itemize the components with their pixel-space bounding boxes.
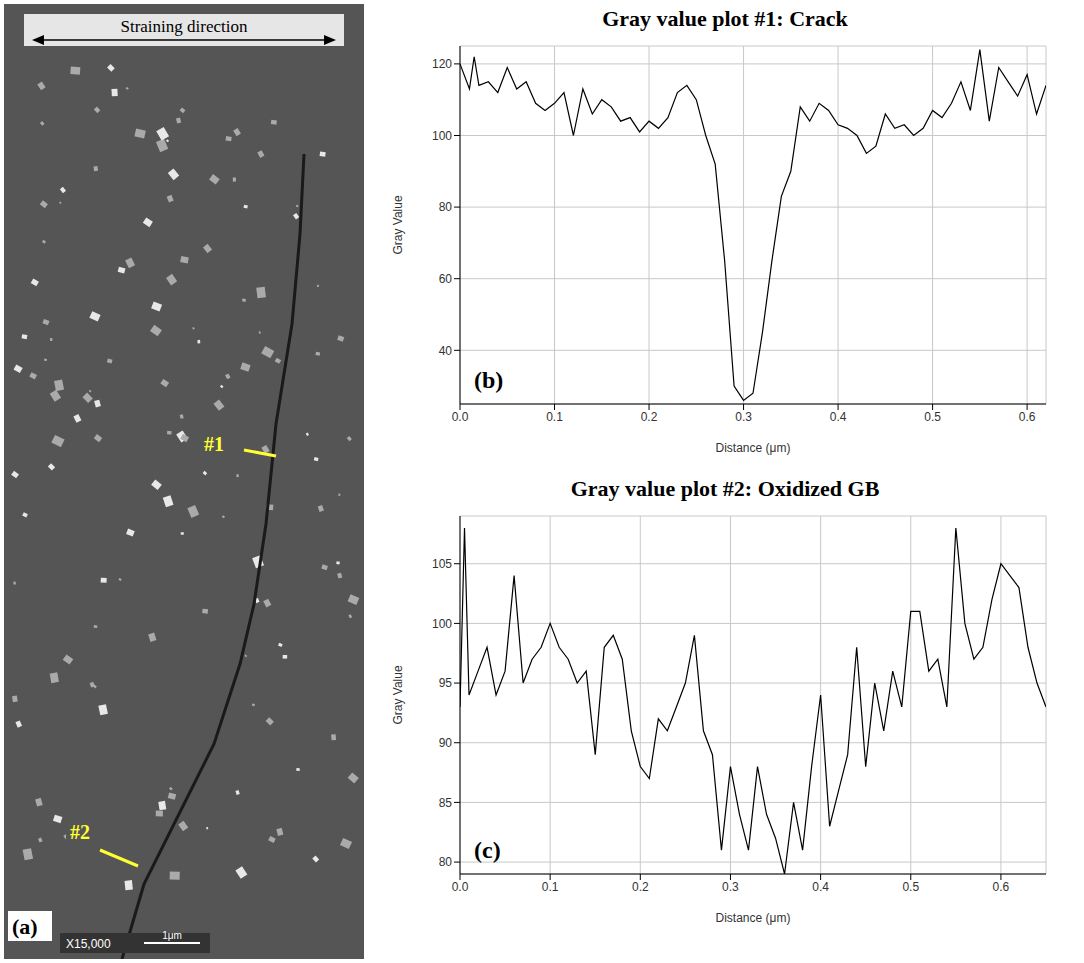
svg-text:1μm: 1μm xyxy=(162,930,182,941)
svg-text:95: 95 xyxy=(439,676,453,690)
svg-text:120: 120 xyxy=(432,57,452,71)
svg-text:0.5: 0.5 xyxy=(902,880,919,894)
svg-text:0.0: 0.0 xyxy=(452,880,469,894)
svg-text:85: 85 xyxy=(439,796,453,810)
svg-text:100: 100 xyxy=(432,129,452,143)
html-text:(c): (c) xyxy=(474,837,501,863)
svg-text:0.4: 0.4 xyxy=(830,410,847,424)
svg-text:80: 80 xyxy=(439,855,453,869)
svg-text:0.2: 0.2 xyxy=(641,410,658,424)
svg-text:0.1: 0.1 xyxy=(546,410,563,424)
svg-text:90: 90 xyxy=(439,736,453,750)
html-text:Gray value plot #1: Crack: Gray value plot #1: Crack xyxy=(602,6,848,31)
svg-text:#2: #2 xyxy=(70,821,90,843)
svg-text:60: 60 xyxy=(439,272,453,286)
svg-text:0.3: 0.3 xyxy=(722,880,739,894)
svg-text:0.4: 0.4 xyxy=(812,880,829,894)
svg-text:0.2: 0.2 xyxy=(632,880,649,894)
svg-text:100: 100 xyxy=(432,617,452,631)
svg-text:0.3: 0.3 xyxy=(735,410,752,424)
svg-text:Straining direction: Straining direction xyxy=(120,17,248,36)
svg-text:40: 40 xyxy=(439,344,453,358)
svg-text:80: 80 xyxy=(439,200,453,214)
svg-text:0.6: 0.6 xyxy=(993,880,1010,894)
svg-text:0.5: 0.5 xyxy=(924,410,941,424)
svg-text:#1: #1 xyxy=(204,433,224,455)
svg-text:0.0: 0.0 xyxy=(452,410,469,424)
html-text:Gray value plot #2: Oxidized G: Gray value plot #2: Oxidized GB xyxy=(570,476,880,501)
svg-text:Gray Value: Gray Value xyxy=(391,195,405,254)
svg-text:0.1: 0.1 xyxy=(542,880,559,894)
svg-text:Distance (μm): Distance (μm) xyxy=(716,911,791,925)
svg-text:(a): (a) xyxy=(12,914,38,939)
svg-text:105: 105 xyxy=(432,557,452,571)
svg-text:X15,000: X15,000 xyxy=(66,937,111,951)
svg-text:Gray Value: Gray Value xyxy=(391,665,405,724)
svg-text:Distance (μm): Distance (μm) xyxy=(716,441,791,455)
html-text:(b): (b) xyxy=(474,367,504,393)
svg-text:0.6: 0.6 xyxy=(1019,410,1036,424)
